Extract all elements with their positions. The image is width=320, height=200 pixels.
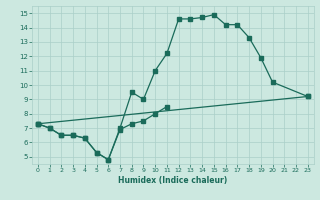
X-axis label: Humidex (Indice chaleur): Humidex (Indice chaleur)	[118, 176, 228, 185]
